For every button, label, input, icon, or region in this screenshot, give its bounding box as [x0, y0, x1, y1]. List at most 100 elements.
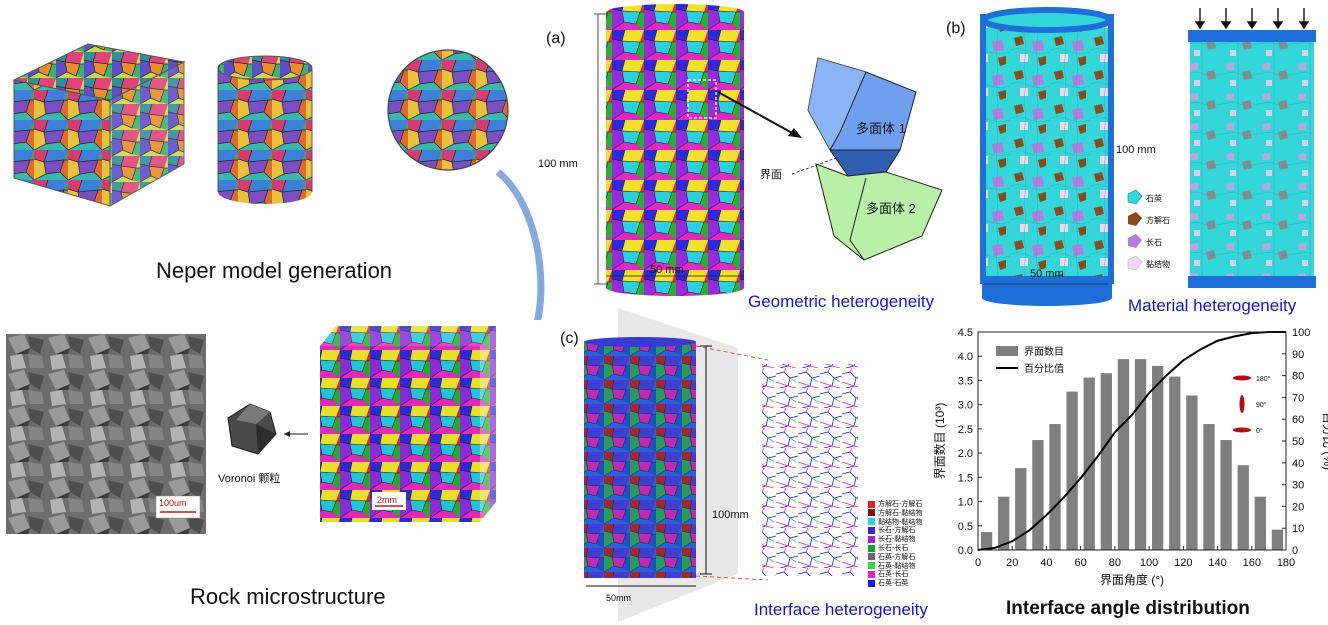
legend-label: 长石-长石	[878, 545, 909, 552]
angle-label-0: 0°	[1256, 427, 1263, 435]
chart-bar	[1049, 424, 1061, 550]
y2-tick-label: 30	[1292, 480, 1304, 492]
chart-bar	[1015, 468, 1027, 550]
y2-tick-label: 90	[1292, 349, 1304, 361]
y2-tick-label: 20	[1292, 501, 1304, 513]
interface-legend-item: 石英-长石	[868, 569, 908, 579]
sem-image	[6, 334, 206, 534]
sphere-model	[387, 49, 509, 171]
legend-label: 方解石-方解石	[878, 501, 923, 508]
x-tick-label: 100	[1140, 557, 1158, 569]
y-tick-label: 1.0	[958, 497, 973, 509]
panel-a-width: 50 mm	[650, 264, 684, 276]
y2-tick-label: 40	[1292, 458, 1304, 470]
y-tick-label: 2.0	[958, 448, 973, 460]
chart-bar	[1271, 529, 1284, 550]
y2-tick-label: 100	[1292, 327, 1310, 339]
chart-bar	[1134, 359, 1147, 550]
flow-arrow	[495, 169, 545, 320]
neper-models-figure	[12, 43, 545, 320]
y-tick-label: 4.5	[958, 327, 973, 339]
legend-swatch	[868, 526, 875, 534]
legend-swatch	[868, 509, 875, 517]
chart-bar	[1083, 377, 1095, 550]
y-tick-label: 2.5	[958, 424, 973, 436]
legend-feldspar: 长石	[1146, 238, 1162, 247]
voronoi-label: Voronoi 颗粒	[218, 473, 281, 485]
chart-bar	[998, 496, 1010, 550]
polyhedron-1-label: 多面体 1	[856, 121, 906, 136]
panel-b-height: 100 mm	[1116, 144, 1156, 156]
legend-quartz: 石英	[1146, 194, 1162, 203]
rock-block-model	[320, 326, 496, 522]
cube-model	[12, 43, 186, 207]
x-tick-label: 140	[1208, 557, 1226, 569]
interface-legend-item: 方解石-方解石	[868, 499, 922, 509]
y2-tick-label: 50	[1292, 436, 1304, 448]
legend-swatch	[868, 535, 875, 543]
legend-label: 石英-长石	[878, 571, 909, 579]
cumulative-line	[977, 331, 1286, 551]
panel-a-height: 100 mm	[538, 158, 578, 170]
legend-cement: 黏结物	[1146, 260, 1170, 269]
chart-bar	[1186, 395, 1198, 550]
interface-legend-item: 长石-长石	[868, 543, 908, 553]
y-tick-label: 4.0	[958, 351, 973, 363]
panel-c-label: (c)	[560, 330, 579, 347]
x-tick-label: 160	[1243, 557, 1261, 569]
y-axis-label: 界面数目 (10³)	[932, 403, 947, 480]
y2-tick-label: 60	[1292, 414, 1304, 426]
legend-label: 石英-方解石	[878, 553, 916, 561]
x-tick-label: 40	[1040, 557, 1052, 569]
y2-tick-label: 80	[1292, 371, 1304, 383]
angle-glyph-180	[1233, 375, 1251, 381]
rock-caption: Rock microstructure	[190, 584, 386, 609]
block-scale-label: 2mm	[377, 495, 397, 505]
neper-caption: Neper model generation	[156, 258, 393, 283]
angle-distribution-chart: 0 20 40 60 80 100 120 140 160 1800.00.51.01.52.02…	[932, 327, 1328, 587]
angle-label-180: 180°	[1256, 375, 1271, 383]
y-tick-label: 0.5	[958, 521, 973, 533]
x-tick-label: 120	[1174, 557, 1192, 569]
angle-glyph-0	[1233, 427, 1251, 433]
material-cylinder	[980, 7, 1316, 306]
legend-label: 黏结物-黏结物	[878, 518, 923, 526]
legend-bar-label: 界面数目	[1024, 345, 1064, 358]
chart-bar	[1237, 465, 1249, 550]
geometric-cylinder	[594, 4, 943, 296]
chart-bar	[1152, 365, 1164, 550]
x-tick-label: 20	[1006, 557, 1018, 569]
legend-swatch	[868, 562, 875, 570]
x-tick-label: 180	[1277, 557, 1295, 569]
chart-bar	[1100, 373, 1112, 550]
y-tick-label: 1.5	[958, 472, 973, 484]
x-tick-label: 60	[1075, 557, 1087, 569]
y-tick-label: 0.0	[958, 545, 973, 557]
legend-label: 方解石-黏结物	[878, 509, 923, 517]
legend-swatch	[868, 544, 875, 552]
interface-legend-item: 石英-黏结物	[868, 561, 915, 571]
chart-bar	[980, 532, 993, 550]
interface-legend-item: 黏结物-黏结物	[868, 517, 922, 527]
chart-bar	[1032, 440, 1044, 550]
y2-axis-label: 百分比 (%)	[1321, 412, 1328, 470]
interface-legend-item: 长石-方解石	[868, 525, 915, 535]
chart-title: Interface angle distribution	[1006, 598, 1250, 619]
chart-bar	[1169, 376, 1181, 550]
y-tick-label: 3.5	[958, 375, 973, 387]
legend-line-label: 百分比值	[1024, 362, 1064, 375]
panel-c-height: 100mm	[712, 509, 749, 521]
polyhedron-2-label: 多面体 2	[866, 201, 916, 216]
legend-swatch	[868, 500, 875, 508]
y2-tick-label: 70	[1292, 392, 1304, 404]
legend-swatch	[868, 579, 875, 587]
material-caption: Material heterogeneity	[1128, 296, 1297, 315]
interface-legend-item: 石英-方解石	[868, 552, 915, 562]
chart-bar	[1203, 424, 1215, 550]
interface-legend-item: 方解石-黏结物	[868, 508, 922, 518]
interface-figure	[584, 308, 858, 622]
chart-bar	[1066, 391, 1078, 550]
panel-b-label: (b)	[946, 20, 966, 37]
y-tick-label: 3.0	[958, 400, 973, 412]
interface-caption: Interface heterogeneity	[754, 600, 928, 619]
